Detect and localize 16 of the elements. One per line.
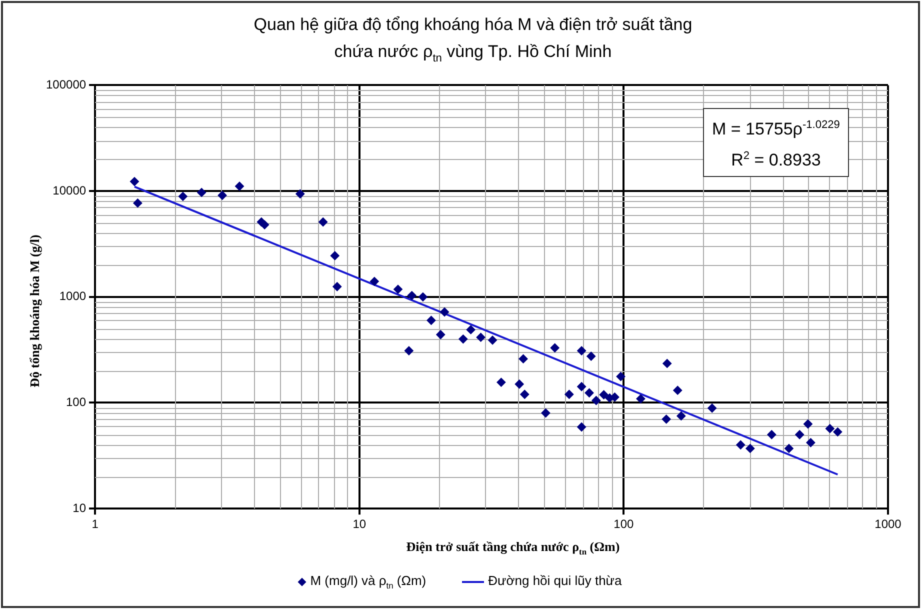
- y-tick-label: 1000: [59, 289, 86, 304]
- annotation: M = 15755ρ$^{-1.0229}$: [712, 118, 840, 141]
- y-tick-label: 10000: [52, 183, 86, 198]
- y-axis-title: Độ tổng khoáng hóa M (g/l): [27, 234, 43, 390]
- x-tick-label: 1: [92, 517, 99, 532]
- y-tick-label: 10: [72, 500, 86, 515]
- x-tick-label: 10: [352, 517, 366, 532]
- chart-title: Quan hệ giữa độ tổng khoáng hóa M và điện trở suất tầng chứa nước ρ$_{tn}$ vùng Tp. Hồ Chí Minh: [252, 14, 694, 66]
- x-tick-label: 1000: [874, 517, 902, 532]
- x-tick-label: 100: [614, 517, 634, 532]
- legend-label: M (mg/l) và ρ$_{tn}$ (Ωm): [309, 573, 426, 591]
- x-axis-title: Điện trở suất tầng chứa nước ρ$_{tn}$ (Ωm): [405, 539, 621, 557]
- y-tick-label: 100000: [46, 78, 86, 92]
- y-tick-label: 100: [66, 395, 86, 410]
- annotation: R$^{2}$ = 0.8933: [730, 148, 822, 172]
- legend-label: Đường hồi qui lũy thừa: [487, 573, 622, 588]
